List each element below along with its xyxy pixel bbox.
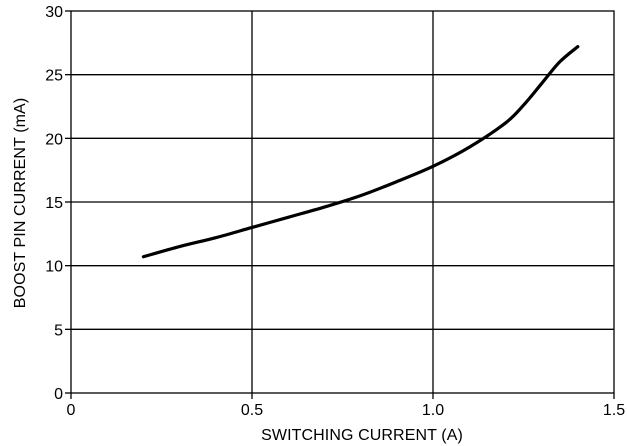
y-tick-label-3: 15	[45, 195, 63, 212]
y-axis-label: BOOST PIN CURRENT (mA)	[12, 98, 29, 309]
series-layer	[141, 45, 580, 259]
tick-marks	[65, 10, 615, 399]
x-tick-label-2: 1.0	[422, 402, 444, 419]
x-tick-label-3: 1.5	[603, 402, 625, 419]
x-axis-label: SWITCHING CURRENT (A)	[261, 427, 463, 444]
y-tick-label-1: 5	[54, 322, 63, 339]
y-tick-label-5: 25	[45, 68, 63, 85]
x-tick-label-1: 0.5	[241, 402, 263, 419]
tick-labels: 0 5 10 15 20 25 30 0 0.5 1.0 1.5	[45, 4, 625, 419]
y-tick-label-0: 0	[54, 386, 63, 403]
x-tick-label-0: 0	[67, 402, 76, 419]
y-tick-label-6: 30	[45, 4, 63, 21]
y-tick-label-4: 20	[45, 131, 63, 148]
series-line-0	[141, 45, 580, 259]
y-tick-label-2: 10	[45, 259, 63, 276]
